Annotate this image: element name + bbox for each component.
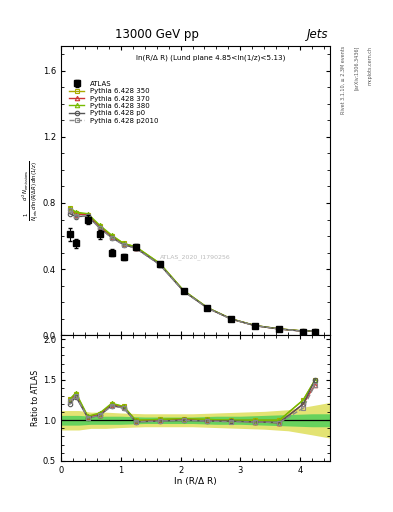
Pythia 6.428 370: [86, 211, 90, 218]
Pythia 6.428 370: [133, 245, 138, 251]
Text: Rivet 3.1.10, ≥ 2.3M events: Rivet 3.1.10, ≥ 2.3M events: [341, 46, 346, 114]
Line: Pythia 6.428 380: Pythia 6.428 380: [68, 206, 318, 333]
Pythia 6.428 370: [121, 241, 126, 247]
Pythia 6.428 380: [86, 210, 90, 217]
Pythia 6.428 p0: [181, 288, 186, 294]
Pythia 6.428 350: [181, 287, 186, 293]
Pythia 6.428 380: [205, 305, 210, 311]
Pythia 6.428 380: [133, 244, 138, 250]
X-axis label: ln (R/Δ R): ln (R/Δ R): [174, 477, 217, 486]
Pythia 6.428 p0: [86, 213, 90, 219]
Pythia 6.428 380: [253, 323, 258, 329]
Pythia 6.428 370: [97, 224, 102, 230]
Pythia 6.428 p2010: [109, 235, 114, 241]
Pythia 6.428 p2010: [205, 305, 210, 311]
Pythia 6.428 p0: [205, 305, 210, 311]
Pythia 6.428 350: [277, 326, 282, 332]
Pythia 6.428 370: [73, 211, 78, 218]
Pythia 6.428 370: [181, 288, 186, 294]
Pythia 6.428 350: [73, 210, 78, 216]
Pythia 6.428 350: [157, 260, 162, 266]
Pythia 6.428 350: [97, 223, 102, 229]
Text: ATLAS_2020_I1790256: ATLAS_2020_I1790256: [160, 254, 231, 260]
Pythia 6.428 p0: [97, 225, 102, 231]
Pythia 6.428 370: [277, 326, 282, 332]
Pythia 6.428 p2010: [121, 242, 126, 248]
Y-axis label: Ratio to ATLAS: Ratio to ATLAS: [31, 370, 40, 426]
Pythia 6.428 p0: [73, 214, 78, 220]
Pythia 6.428 p0: [121, 242, 126, 248]
Pythia 6.428 370: [157, 261, 162, 267]
Pythia 6.428 380: [277, 326, 282, 332]
Pythia 6.428 p0: [229, 316, 234, 322]
Pythia 6.428 370: [205, 305, 210, 311]
Pythia 6.428 350: [109, 233, 114, 239]
Text: Jets: Jets: [307, 28, 328, 41]
Pythia 6.428 350: [133, 244, 138, 250]
Text: 13000 GeV pp: 13000 GeV pp: [115, 28, 199, 41]
Pythia 6.428 380: [229, 316, 234, 322]
Pythia 6.428 380: [301, 328, 306, 334]
Legend: ATLAS, Pythia 6.428 350, Pythia 6.428 370, Pythia 6.428 380, Pythia 6.428 p0, Py: ATLAS, Pythia 6.428 350, Pythia 6.428 37…: [67, 78, 161, 126]
Pythia 6.428 380: [181, 287, 186, 293]
Pythia 6.428 350: [229, 316, 234, 322]
Pythia 6.428 380: [109, 232, 114, 238]
Pythia 6.428 380: [68, 205, 72, 211]
Text: mcplots.cern.ch: mcplots.cern.ch: [368, 46, 373, 85]
Pythia 6.428 p0: [157, 261, 162, 267]
Pythia 6.428 350: [121, 241, 126, 247]
Pythia 6.428 350: [301, 328, 306, 334]
Pythia 6.428 p0: [253, 323, 258, 329]
Pythia 6.428 380: [313, 328, 318, 334]
Pythia 6.428 p0: [301, 328, 306, 334]
Pythia 6.428 370: [313, 328, 318, 334]
Pythia 6.428 p2010: [86, 213, 90, 219]
Pythia 6.428 p0: [68, 210, 72, 217]
Pythia 6.428 p2010: [157, 262, 162, 268]
Pythia 6.428 350: [86, 211, 90, 218]
Pythia 6.428 370: [68, 206, 72, 212]
Pythia 6.428 p2010: [133, 245, 138, 251]
Pythia 6.428 370: [229, 316, 234, 322]
Pythia 6.428 370: [301, 328, 306, 334]
Pythia 6.428 p2010: [73, 213, 78, 219]
Pythia 6.428 p2010: [313, 328, 318, 334]
Pythia 6.428 350: [313, 328, 318, 334]
Pythia 6.428 p2010: [301, 328, 306, 334]
Pythia 6.428 p0: [133, 245, 138, 251]
Y-axis label: $\frac{1}{N_{\rm jets}}\frac{d^2 N_{\rm emissions}}{d\ln(R/\Delta R)\,d\ln(1/z)}: $\frac{1}{N_{\rm jets}}\frac{d^2 N_{\rm …: [21, 160, 41, 221]
Pythia 6.428 p2010: [253, 323, 258, 329]
Pythia 6.428 380: [97, 222, 102, 228]
Line: Pythia 6.428 350: Pythia 6.428 350: [68, 206, 318, 333]
Pythia 6.428 370: [109, 234, 114, 240]
Pythia 6.428 p0: [313, 328, 318, 334]
Pythia 6.428 370: [253, 323, 258, 329]
Line: Pythia 6.428 p2010: Pythia 6.428 p2010: [68, 208, 318, 333]
Pythia 6.428 350: [253, 323, 258, 329]
Pythia 6.428 p2010: [277, 326, 282, 332]
Pythia 6.428 p0: [277, 326, 282, 332]
Text: ln(R/Δ R) (Lund plane 4.85<ln(1/z)<5.13): ln(R/Δ R) (Lund plane 4.85<ln(1/z)<5.13): [136, 55, 286, 61]
Pythia 6.428 p2010: [68, 207, 72, 213]
Pythia 6.428 380: [157, 260, 162, 266]
Pythia 6.428 p2010: [229, 316, 234, 323]
Pythia 6.428 380: [73, 209, 78, 215]
Pythia 6.428 380: [121, 241, 126, 247]
Pythia 6.428 p2010: [181, 288, 186, 294]
Pythia 6.428 p2010: [97, 225, 102, 231]
Line: Pythia 6.428 370: Pythia 6.428 370: [68, 207, 318, 333]
Pythia 6.428 350: [68, 205, 72, 211]
Pythia 6.428 350: [205, 305, 210, 311]
Pythia 6.428 p0: [109, 234, 114, 241]
Text: [arXiv:1306.3436]: [arXiv:1306.3436]: [354, 46, 359, 91]
Line: Pythia 6.428 p0: Pythia 6.428 p0: [68, 211, 318, 333]
